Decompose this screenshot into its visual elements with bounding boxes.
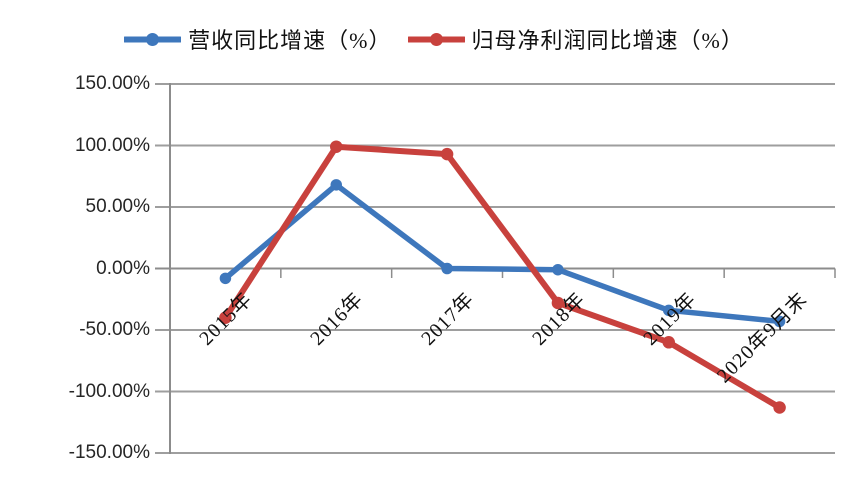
y-axis-label: 150.00% bbox=[74, 73, 150, 94]
data-point bbox=[662, 336, 675, 349]
legend-key-line-marker-icon bbox=[124, 32, 182, 46]
data-point bbox=[551, 296, 565, 310]
data-point bbox=[773, 401, 786, 414]
legend-label-revenue-growth: 营收同比增速（%） bbox=[188, 28, 392, 53]
y-axis-label: -150.00% bbox=[68, 442, 150, 463]
y-axis-label: -50.00% bbox=[79, 319, 150, 340]
y-axis-label: 0.00% bbox=[96, 257, 150, 279]
series-line-1 bbox=[222, 143, 783, 411]
y-axis-label: 100.00% bbox=[74, 134, 150, 156]
series-line-0 bbox=[222, 182, 783, 325]
data-point bbox=[663, 304, 675, 317]
data-point bbox=[441, 262, 453, 275]
legend-item-net-profit-growth: 归母净利润同比增速（%） bbox=[407, 23, 744, 55]
y-axis-label: -100.00% bbox=[68, 380, 150, 402]
data-point bbox=[552, 263, 564, 276]
y-axis-label: 50.00% bbox=[85, 196, 150, 217]
data-point bbox=[440, 147, 454, 161]
data-point bbox=[219, 272, 232, 285]
data-point bbox=[773, 315, 786, 328]
legend-item-revenue-growth: 营收同比增速（%） bbox=[124, 23, 391, 55]
data-point bbox=[219, 311, 232, 324]
chart-legend: 营收同比增速（%） 归母净利润同比增速（%） bbox=[0, 22, 868, 56]
legend-label-net-profit-growth: 归母净利润同比增速（%） bbox=[471, 28, 744, 53]
legend-key-line-marker-icon bbox=[407, 32, 465, 46]
data-point bbox=[330, 140, 343, 153]
data-point bbox=[330, 179, 342, 191]
